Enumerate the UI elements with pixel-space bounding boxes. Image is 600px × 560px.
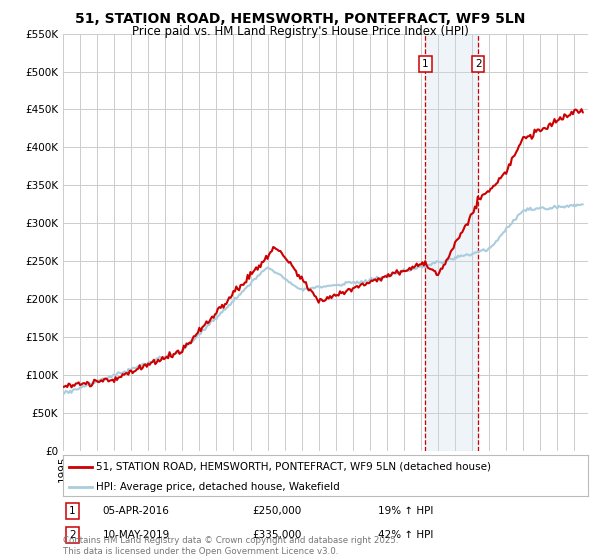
Bar	[425, 34, 478, 451]
Text: 2: 2	[475, 59, 482, 69]
Text: 42% ↑ HPI: 42% ↑ HPI	[378, 530, 433, 540]
Text: £250,000: £250,000	[252, 506, 301, 516]
Text: Price paid vs. HM Land Registry's House Price Index (HPI): Price paid vs. HM Land Registry's House …	[131, 25, 469, 38]
Text: 05-APR-2016: 05-APR-2016	[103, 506, 169, 516]
Text: 1: 1	[69, 506, 76, 516]
Text: £335,000: £335,000	[252, 530, 301, 540]
Text: 2: 2	[69, 530, 76, 540]
Text: 19% ↑ HPI: 19% ↑ HPI	[378, 506, 433, 516]
Text: HPI: Average price, detached house, Wakefield: HPI: Average price, detached house, Wake…	[96, 482, 340, 492]
Text: 51, STATION ROAD, HEMSWORTH, PONTEFRACT, WF9 5LN: 51, STATION ROAD, HEMSWORTH, PONTEFRACT,…	[75, 12, 525, 26]
Text: 1: 1	[422, 59, 428, 69]
Text: 51, STATION ROAD, HEMSWORTH, PONTEFRACT, WF9 5LN (detached house): 51, STATION ROAD, HEMSWORTH, PONTEFRACT,…	[96, 461, 491, 472]
Text: 10-MAY-2019: 10-MAY-2019	[103, 530, 170, 540]
Text: Contains HM Land Registry data © Crown copyright and database right 2025.
This d: Contains HM Land Registry data © Crown c…	[63, 536, 398, 556]
